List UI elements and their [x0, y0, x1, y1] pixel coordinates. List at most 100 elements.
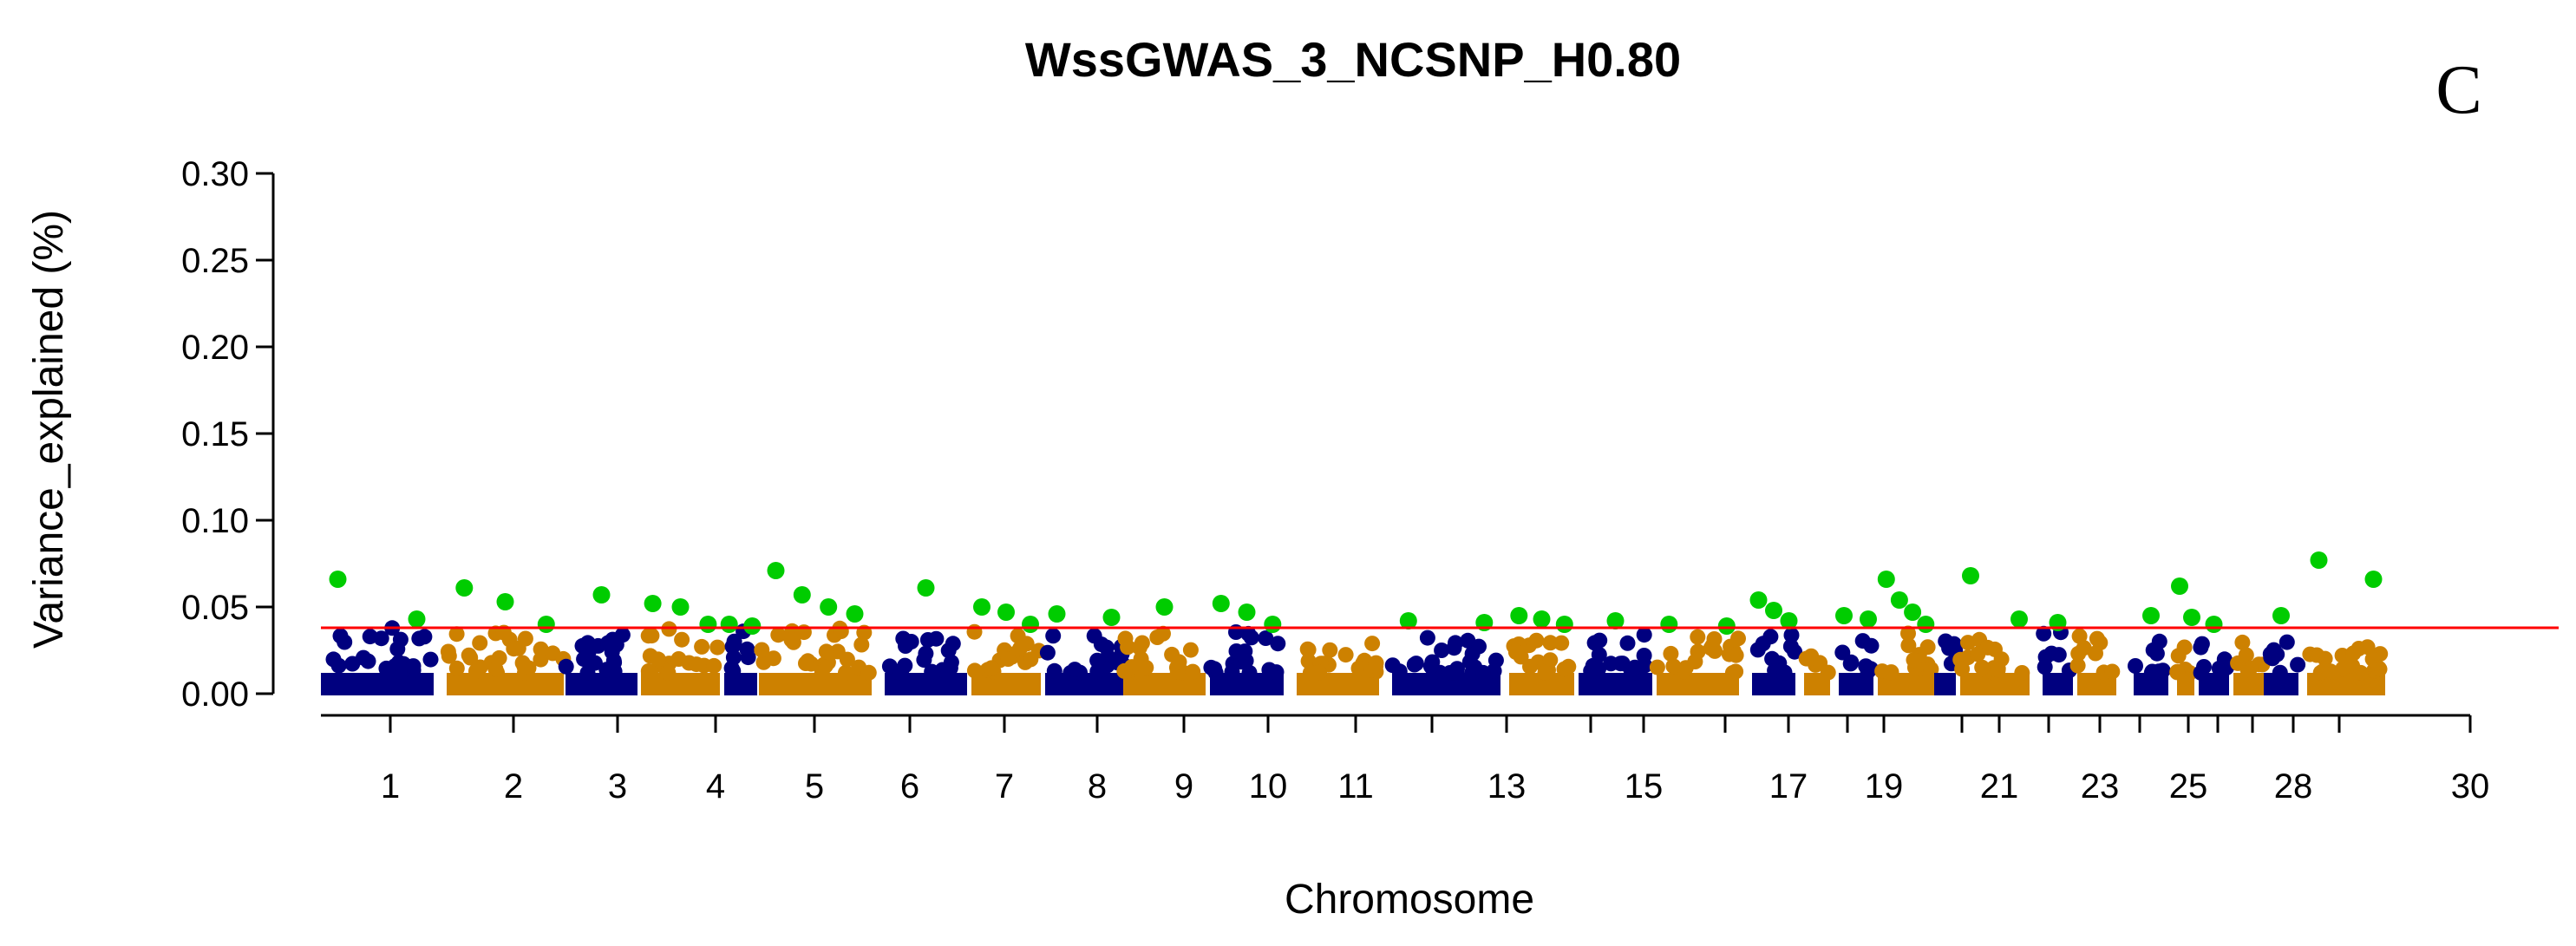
- chr4-point: [674, 631, 690, 648]
- chr13-point: [1434, 643, 1450, 658]
- chr4-significant-point: [699, 616, 717, 633]
- chr16-point: [1690, 629, 1706, 645]
- chr28-point: [2230, 655, 2246, 671]
- x-tick-label: 11: [1337, 767, 1374, 806]
- chr3-significant-point: [592, 586, 611, 603]
- chr1-point: [405, 658, 422, 675]
- chr6-point: [755, 654, 772, 670]
- chr2-point: [461, 647, 477, 663]
- chr13-point: [1471, 638, 1487, 655]
- chr2-point: [440, 643, 456, 660]
- chr9-point: [1067, 662, 1083, 678]
- chr14-point: [1542, 635, 1559, 651]
- chr11-point: [1270, 636, 1286, 652]
- chr20-point: [1906, 652, 1922, 669]
- chr10-significant-point: [1155, 598, 1174, 616]
- chr6-point: [839, 651, 855, 668]
- x-tick-label: 5: [805, 767, 824, 806]
- chr12-point: [1350, 660, 1367, 676]
- chr13-significant-point: [1399, 612, 1417, 630]
- chr18-point: [1801, 650, 1818, 667]
- chr2-point: [448, 660, 465, 676]
- x-tick-label: 10: [1249, 767, 1288, 806]
- chr14-point: [1537, 664, 1553, 681]
- chr22-point: [1993, 651, 2010, 668]
- y-tick-label: 0.10: [181, 502, 249, 540]
- chr22-significant-point: [2010, 610, 2028, 628]
- chr15-point: [1637, 657, 1653, 674]
- chr9-point: [1045, 628, 1062, 644]
- chr22-significant-point: [1962, 567, 1979, 584]
- chr11-point: [1241, 664, 1258, 681]
- chr2-point: [472, 635, 488, 651]
- chr6-significant-point: [793, 586, 811, 603]
- chr13-point: [1448, 635, 1463, 651]
- chr8-significant-point: [1022, 616, 1039, 633]
- chr12-point: [1300, 642, 1317, 658]
- chr26-point: [2169, 664, 2186, 681]
- chr2-point-band: [447, 673, 564, 695]
- chr6-point: [783, 632, 800, 648]
- chr10-point: [1133, 650, 1149, 667]
- chr27-point: [2194, 636, 2210, 652]
- chr13-point: [1475, 664, 1491, 681]
- chr2-point: [506, 641, 522, 657]
- chr29-significant-point: [2272, 607, 2290, 624]
- chr17-significant-point: [1765, 602, 1782, 619]
- chr16-point-band: [1657, 673, 1739, 695]
- chr12-point: [1322, 642, 1338, 658]
- chr10-point: [1171, 654, 1187, 670]
- chr2-point: [472, 659, 488, 675]
- chr24-point: [2088, 645, 2103, 662]
- chr16-point: [1728, 663, 1744, 680]
- chr3-point: [579, 665, 596, 681]
- chr4-point: [709, 639, 726, 656]
- chr30-significant-point: [2364, 571, 2383, 588]
- chr20-significant-point: [1904, 603, 1922, 621]
- plot-area: 0.000.050.100.150.200.250.301 2 3 4 5 6 7 8 9 10 1…: [181, 155, 2559, 806]
- x-tick-label: 17: [1769, 767, 1808, 806]
- chr13-point: [1406, 656, 1422, 673]
- chr20-point: [1900, 625, 1916, 642]
- chr12-point: [1337, 647, 1354, 663]
- chr24-point: [2104, 663, 2121, 680]
- chr30-point: [2344, 657, 2361, 674]
- chr21-point: [1941, 640, 1958, 656]
- chr6-point: [814, 664, 830, 680]
- chr2-point: [491, 649, 507, 666]
- chr4-point: [643, 663, 659, 680]
- chr5-point: [725, 662, 742, 679]
- chr6-point: [860, 664, 877, 681]
- chr8-significant-point: [997, 603, 1015, 621]
- chr4-significant-point: [644, 595, 662, 612]
- x-tick-label: 15: [1625, 767, 1664, 806]
- chr10-point: [1155, 625, 1171, 642]
- panel-label: C: [2435, 52, 2481, 128]
- chr14-point: [1507, 644, 1524, 661]
- chr16-point: [1730, 630, 1746, 647]
- x-tick-label: 25: [2169, 767, 2208, 806]
- chr4-point: [650, 651, 666, 668]
- chr16-point: [1707, 643, 1723, 659]
- chr6-point: [833, 623, 849, 639]
- chr17-significant-point: [1749, 591, 1768, 609]
- chr15-point: [1591, 647, 1607, 662]
- chr13-point: [1448, 664, 1465, 681]
- chr1-point: [379, 663, 396, 680]
- x-tick-label: 2: [504, 767, 523, 806]
- chr18-point: [1820, 664, 1836, 681]
- chr5-point: [725, 649, 742, 666]
- chr29-point: [2272, 664, 2288, 681]
- x-tick-label: 7: [995, 767, 1014, 806]
- chr22-point: [1954, 661, 1971, 677]
- chr1-point: [422, 651, 439, 668]
- chr16-point: [1665, 658, 1682, 675]
- chr14-point: [1542, 652, 1559, 669]
- chr17-point: [1764, 650, 1781, 667]
- chr2-significant-point: [537, 616, 555, 633]
- chr12-point: [1368, 658, 1384, 675]
- chr26-point: [2176, 639, 2193, 656]
- chr4-point: [688, 656, 704, 673]
- chr7-point: [898, 638, 913, 654]
